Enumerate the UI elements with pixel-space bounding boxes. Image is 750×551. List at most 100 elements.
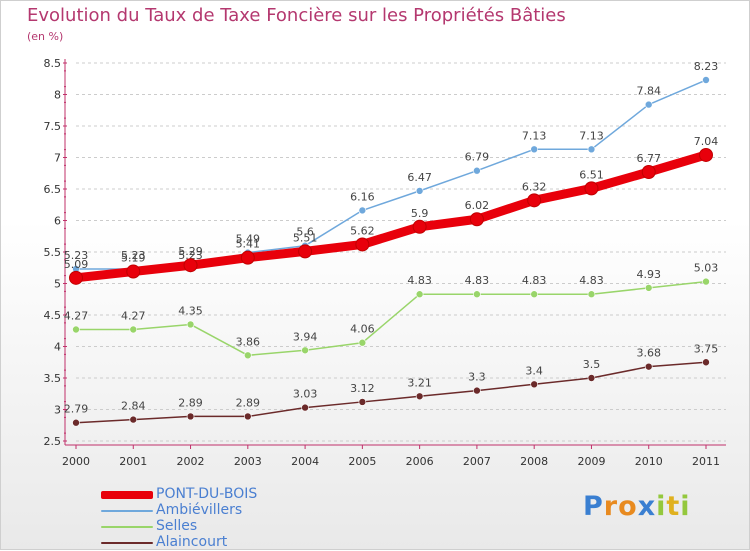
data-label: 3.03: [293, 388, 318, 401]
legend-swatch: [101, 542, 153, 544]
data-point: [699, 147, 713, 162]
data-point: [473, 290, 481, 299]
series-line-1: [75, 79, 707, 270]
data-point: [469, 212, 484, 227]
chart-title: Evolution du Taux de Taxe Foncière sur l…: [27, 5, 566, 26]
data-point: [186, 412, 195, 421]
series-line-0: [71, 150, 711, 283]
data-point: [415, 392, 424, 401]
data-label: 3.12: [350, 382, 375, 395]
data-label: 5.23: [121, 249, 146, 262]
y-tick-label: 8.5: [44, 57, 62, 70]
data-point: [587, 290, 596, 299]
y-tick-label: 5: [54, 278, 61, 291]
legend-label: PONT-DU-BOIS: [156, 486, 258, 502]
data-point: [69, 270, 83, 285]
data-point: [240, 250, 255, 265]
series-line-2: [75, 280, 707, 357]
data-point: [183, 258, 198, 273]
data-point: [587, 374, 596, 382]
data-label: 4.83: [579, 274, 604, 287]
data-label: 3.75: [694, 342, 719, 355]
data-label: 4.27: [121, 309, 146, 322]
data-point: [72, 325, 80, 334]
data-point: [530, 380, 538, 389]
data-label: 4.06: [350, 323, 375, 336]
y-tick-label: 4.5: [44, 309, 62, 322]
logo-letter: o: [618, 491, 638, 522]
legend-swatch: [101, 510, 153, 512]
data-label: 6.16: [350, 190, 375, 203]
data-label: 5.9: [411, 207, 429, 220]
data-point: [530, 290, 538, 299]
data-label: 3.4: [525, 364, 543, 377]
data-label: 4.27: [64, 309, 89, 322]
logo-letter: r: [603, 491, 619, 522]
data-label: 6.02: [465, 199, 490, 212]
data-label: 5.23: [178, 249, 203, 262]
x-tick-label: 2008: [520, 455, 548, 468]
y-tick-label: 6: [54, 215, 61, 228]
logo-letter: i: [680, 491, 691, 522]
y-tick-label: 5.5: [44, 246, 62, 259]
data-point: [587, 145, 596, 154]
data-label: 3.21: [407, 376, 432, 389]
series-line-3: [75, 361, 707, 424]
data-label: 4.35: [178, 304, 203, 317]
data-point: [355, 237, 370, 252]
data-point: [644, 362, 653, 371]
data-label: 6.77: [636, 152, 661, 165]
x-tick-label: 2011: [692, 455, 720, 468]
data-label: 3.5: [583, 358, 601, 371]
legend-label: Alaincourt: [156, 534, 228, 550]
data-label: 5.49: [236, 233, 261, 246]
data-point: [186, 320, 195, 329]
data-label: 5.62: [350, 224, 375, 237]
data-point: [129, 415, 138, 424]
data-point: [126, 264, 141, 279]
data-point: [129, 325, 138, 334]
data-point: [415, 187, 424, 195]
y-tick-label: 3: [54, 404, 61, 417]
data-label: 7.13: [522, 129, 547, 142]
x-tick-label: 2009: [577, 455, 605, 468]
data-label: 6.79: [465, 151, 490, 164]
data-label: 5.51: [293, 231, 318, 244]
data-point: [473, 386, 481, 395]
data-point: [244, 412, 252, 421]
data-label: 2.79: [64, 403, 89, 416]
data-point: [358, 206, 367, 215]
data-label: 7.13: [579, 129, 604, 142]
x-tick-label: 2000: [62, 455, 90, 468]
data-label: 5.09: [64, 258, 89, 271]
data-point: [702, 358, 710, 367]
x-tick-label: 2001: [119, 455, 147, 468]
data-label: 7.04: [694, 135, 719, 148]
data-point: [415, 290, 424, 299]
data-label: 5.41: [236, 238, 261, 251]
legend-label: Ambiévillers: [156, 502, 243, 518]
legend-swatch: [101, 526, 153, 528]
y-tick-label: 6.5: [44, 183, 62, 196]
legend-swatch: [101, 491, 153, 499]
data-label: 7.84: [636, 85, 661, 98]
data-label: 8.23: [694, 60, 719, 73]
data-label: 4.83: [407, 274, 432, 287]
data-label: 3.94: [293, 330, 318, 343]
data-point: [702, 76, 710, 84]
data-label: 2.84: [121, 400, 146, 413]
x-tick-label: 2003: [234, 455, 262, 468]
data-label: 6.51: [579, 168, 604, 181]
y-tick-label: 4: [54, 341, 61, 354]
data-label: 4.83: [465, 274, 490, 287]
data-label: 5.19: [121, 252, 146, 265]
data-point: [358, 338, 367, 347]
logo-letter: x: [637, 491, 657, 522]
data-point: [527, 193, 542, 208]
data-point: [473, 166, 481, 175]
data-point: [641, 164, 656, 179]
data-label: 3.86: [236, 335, 261, 348]
data-label: 4.83: [522, 274, 547, 287]
data-label: 6.47: [407, 171, 432, 184]
logo-letter: t: [666, 491, 681, 522]
